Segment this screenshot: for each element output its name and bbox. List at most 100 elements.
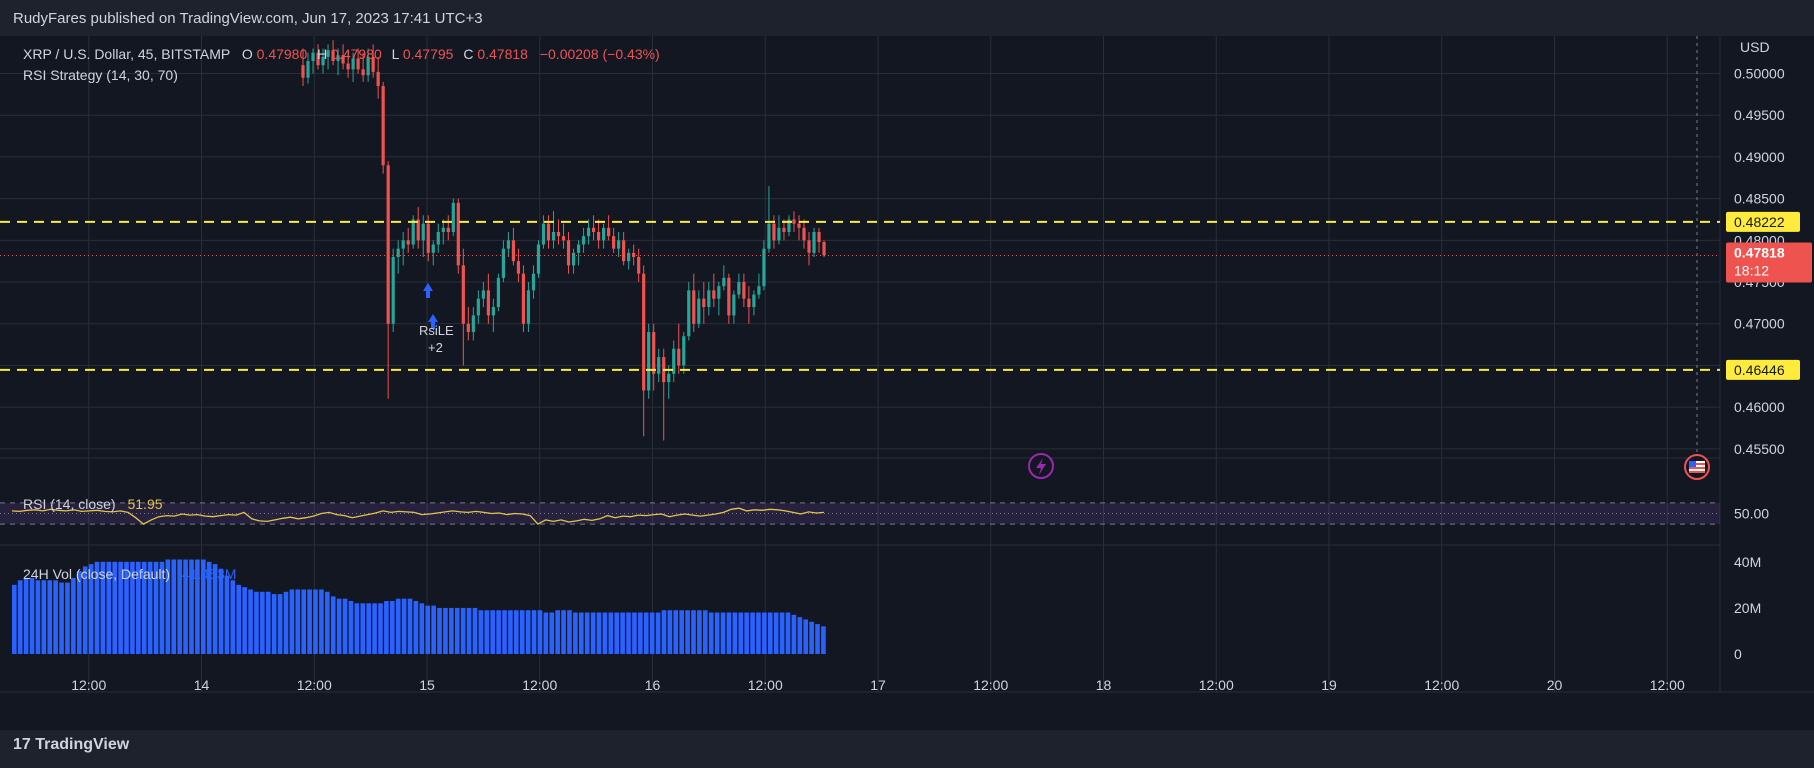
candle-body	[802, 227, 806, 241]
candle-body	[311, 52, 315, 62]
volume-bar	[614, 612, 620, 654]
volume-bar	[638, 612, 643, 654]
price-axis-area	[1720, 36, 1814, 730]
volume-bar	[407, 598, 413, 654]
candle-body	[421, 223, 425, 241]
candle-body	[546, 223, 551, 241]
volume-bar	[773, 612, 779, 654]
candle-body	[501, 248, 505, 278]
volume-bar	[472, 607, 478, 654]
price-tick-label: 0.47000	[1734, 316, 1785, 332]
volume-bar	[596, 612, 602, 654]
volume-legend[interactable]: 24H Vol (close, Default) 41.453M	[23, 566, 236, 582]
volume-tick-label: 40M	[1734, 554, 1761, 570]
candle-body	[807, 240, 811, 253]
candle-body	[772, 223, 776, 241]
main-legend[interactable]: XRP / U.S. Dollar, 45, BITSTAMP O 0.4798…	[23, 46, 660, 83]
candles	[301, 40, 826, 441]
time-axis[interactable]: 12:00 14 12:00 15 12:00 16 12:00 17 12:00 18 12:00…	[71, 677, 1685, 693]
volume-bar	[460, 607, 466, 654]
candle-body	[722, 277, 726, 287]
rsi-tick-label: 50.00	[1734, 506, 1769, 522]
volume-bar	[348, 601, 354, 654]
level-badge-label: 0.46446	[1734, 362, 1785, 378]
volume-bar	[265, 591, 271, 654]
volume-bar	[307, 589, 312, 654]
strategy-label[interactable]: RSI Strategy (14, 30, 70)	[23, 67, 178, 83]
volume-bar	[17, 580, 23, 654]
candle-body	[391, 257, 395, 324]
volume-bar	[271, 594, 277, 654]
rsi-legend[interactable]: RSI (14, close) 51.95	[23, 496, 163, 512]
last-price-background	[1726, 242, 1812, 283]
candle-body	[541, 223, 546, 245]
volume-bars: 40M 20M 0	[12, 554, 1761, 662]
time-tick-label: 12:00	[973, 677, 1008, 693]
volume-bar	[283, 591, 289, 654]
volume-bar	[649, 612, 655, 654]
legend-line: XRP / U.S. Dollar, 45, BITSTAMP O 0.4798…	[23, 46, 660, 62]
candle-body	[496, 277, 500, 308]
news-flash-icon[interactable]	[1028, 453, 1054, 479]
candle-body	[677, 348, 681, 366]
candle-body	[471, 315, 475, 333]
volume-bar	[242, 587, 247, 654]
time-tick-label: 17	[870, 677, 886, 693]
volume-bar	[82, 566, 88, 654]
volume-bar	[212, 564, 218, 654]
volume-bar	[466, 607, 472, 654]
candle-body	[516, 261, 521, 274]
candle-body	[551, 231, 556, 241]
volume-bar	[744, 612, 749, 654]
level-badge-label: 0.48222	[1734, 214, 1785, 230]
volume-bar	[183, 559, 188, 654]
candle-body	[526, 290, 531, 324]
candle-body	[717, 286, 721, 299]
volume-bar	[726, 612, 732, 654]
candle-body	[652, 332, 656, 374]
volume-bar	[59, 582, 64, 654]
volume-bar	[106, 561, 112, 654]
candle-body	[441, 227, 445, 232]
us-flag-event-icon[interactable]	[1684, 454, 1710, 480]
volume-bar	[543, 612, 549, 654]
volume-bar	[100, 561, 106, 654]
volume-bar	[413, 601, 419, 654]
candle-body	[596, 231, 601, 241]
candle-body	[356, 58, 360, 70]
volume-bar	[803, 619, 809, 654]
bar-countdown: 18:12	[1734, 263, 1769, 279]
volume-bar	[389, 601, 395, 654]
legend-l-value: 0.47795	[403, 46, 454, 62]
candle-body	[446, 227, 450, 232]
volume-bar	[41, 580, 47, 654]
time-tick-label: 16	[645, 677, 661, 693]
volume-bar	[797, 617, 803, 654]
level-badge	[1726, 211, 1800, 232]
price-tick-label: 0.46000	[1734, 399, 1785, 415]
volume-bar	[230, 580, 236, 654]
level-badge	[1726, 359, 1800, 380]
volume-bar	[655, 612, 661, 654]
volume-bar	[313, 589, 318, 654]
candle-body	[727, 277, 731, 316]
volume-bar	[53, 580, 58, 654]
volume-bar	[189, 559, 194, 654]
candle-body	[642, 273, 646, 391]
rsi-legend-value: 51.95	[127, 496, 162, 512]
candle-body	[797, 223, 801, 228]
volume-bar	[195, 559, 200, 654]
horizontal-levels[interactable]	[0, 220, 1720, 371]
tradingview-logo[interactable]: 17 TradingView	[13, 736, 129, 754]
strategy-signal[interactable]: RsiLE +2	[419, 283, 454, 355]
time-tick-label: 12:00	[522, 677, 557, 693]
candle-body	[822, 241, 826, 256]
volume-bar	[425, 605, 431, 654]
chart-canvas[interactable]: 12:00 14 12:00 15 12:00 16 12:00 17 12:00 18 12:00…	[0, 36, 1814, 730]
legend-change: −0.00208 (−0.43%)	[540, 46, 660, 62]
price-tick-label: 0.50000	[1734, 66, 1785, 82]
candle-body	[787, 219, 791, 232]
volume-bar	[171, 559, 177, 654]
candle-body	[486, 290, 490, 316]
footer: 17 TradingView	[0, 730, 1814, 768]
